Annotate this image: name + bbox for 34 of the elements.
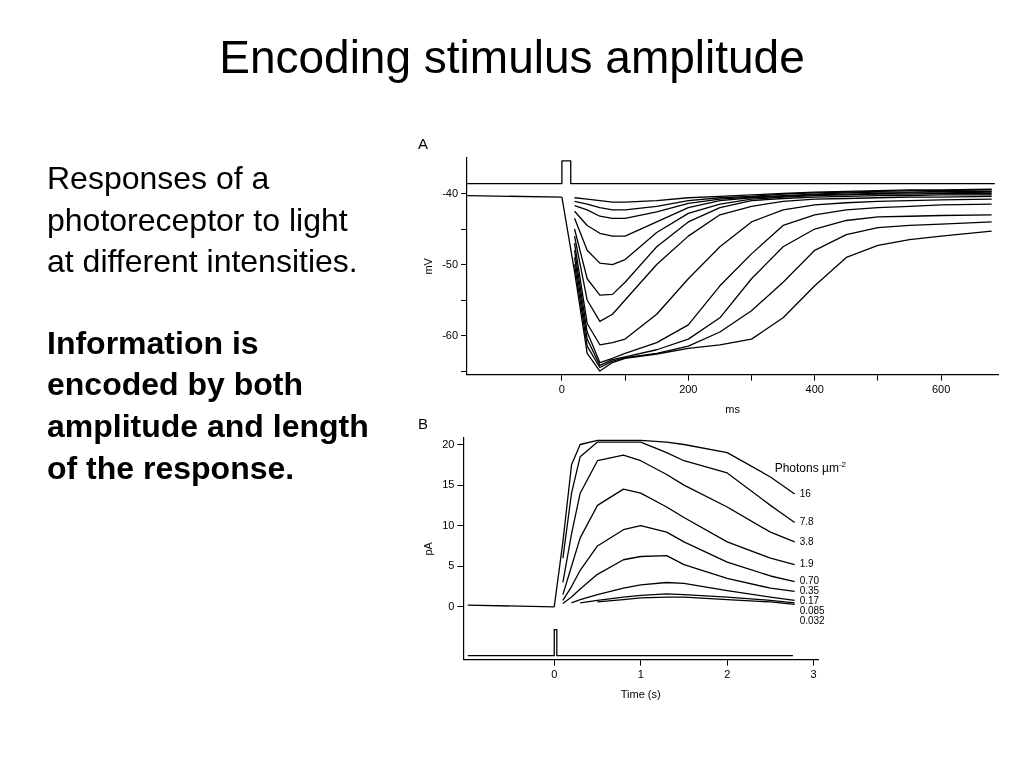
chart-title: A [418, 135, 429, 153]
y-tick-label: 0 [448, 599, 455, 612]
series-label: 0.17 [799, 595, 820, 607]
y-tick-label: 10 [442, 518, 455, 531]
x-axis-title: ms [725, 403, 741, 416]
series-label: 7.8 [799, 516, 814, 528]
x-tick-label: 600 [931, 383, 951, 396]
y-tick-label: 20 [442, 437, 455, 450]
text: Responses of a photoreceptor to light at different intensities. [47, 159, 359, 282]
series-label: 1.9 [799, 558, 814, 570]
y-axis-title: pA [421, 541, 434, 556]
y-tick-label: 15 [442, 478, 455, 491]
x-tick-label: 200 [679, 383, 698, 396]
series-label: 0.032 [799, 615, 826, 627]
x-tick-label: 3 [810, 668, 817, 681]
series-label: 0.70 [799, 575, 820, 587]
series-label: 16 [799, 487, 812, 499]
chart-title: B [418, 415, 429, 433]
y-tick-label: -60 [442, 328, 459, 341]
series-label: 0.085 [799, 605, 826, 617]
y-tick-label: -50 [442, 257, 459, 270]
x-axis-title: Time (s) [620, 688, 661, 701]
y-tick-label: 5 [448, 559, 455, 572]
x-tick-label: 1 [637, 668, 644, 681]
y-tick-label: -40 [442, 186, 459, 199]
text: Information is encoded by both amplitude and length of the response. [47, 323, 369, 488]
series-label: 3.8 [799, 535, 814, 547]
x-tick-label: 400 [805, 383, 824, 396]
x-tick-label: 0 [558, 383, 565, 396]
x-tick-label: 2 [724, 668, 731, 681]
y-axis-title: mV [421, 257, 434, 275]
series-label: 0.35 [799, 585, 820, 597]
x-tick-label: 0 [551, 668, 558, 681]
text: Encoding stimulus amplitude [218, 30, 806, 84]
